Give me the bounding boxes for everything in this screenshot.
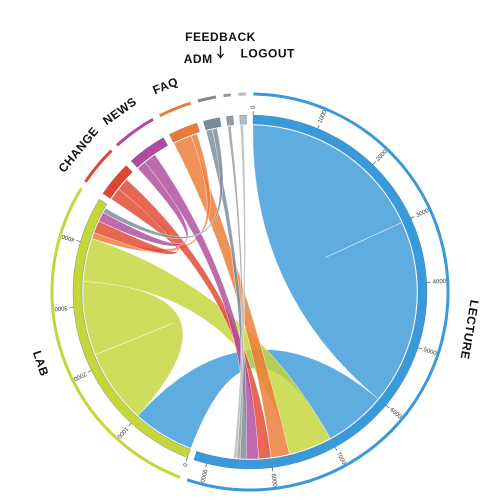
tick-mark (272, 467, 274, 472)
tick-mark (185, 457, 188, 462)
segment-outer-arc (223, 93, 232, 98)
tick-mark (372, 161, 376, 165)
segment-arc (193, 114, 428, 470)
chord-ribbon (233, 124, 246, 459)
tick-label: 2000 (72, 370, 87, 382)
tick-label: 0 (251, 105, 257, 109)
segment-label: ADM (184, 52, 213, 66)
segment-arc (203, 117, 222, 131)
segment-label: LAB (30, 349, 52, 378)
tick-label: 9000 (198, 469, 207, 484)
segment-outer-arc (197, 95, 217, 103)
segment-arc (130, 137, 168, 168)
segment-label: FAQ (151, 74, 181, 97)
segment-label: LECTURE (458, 299, 482, 361)
tick-mark (205, 463, 207, 468)
tick-mark (317, 124, 320, 129)
chord-ribbon (82, 281, 184, 417)
segment-label: FEEDBACK (185, 30, 256, 44)
segment-label: LOGOUT (241, 46, 295, 60)
tick-label: 3000 (415, 208, 430, 219)
tick-label: 4000 (60, 232, 75, 242)
feedback-arrow (216, 45, 225, 59)
tick-mark (334, 447, 338, 451)
segment-arc (239, 114, 247, 125)
segment-outer-arc (84, 149, 113, 183)
tick-label: 7000 (335, 451, 347, 466)
chord-ribbon (227, 125, 244, 459)
chord-ribbon (118, 179, 272, 459)
tick-label: 8000 (270, 473, 278, 488)
tick-mark (87, 370, 92, 373)
segment-arc (72, 199, 191, 458)
tick-label: 5000 (423, 347, 438, 357)
chord-ribbon (144, 154, 259, 460)
tick-mark (76, 240, 81, 242)
tick-label: 0 (181, 462, 188, 468)
segment-label: NEWS (100, 94, 139, 128)
segment-outer-arc (115, 118, 154, 147)
segment-arc (226, 115, 234, 126)
tick-label: 1000 (318, 109, 329, 124)
tick-mark (385, 405, 390, 409)
segment-arc (102, 165, 133, 199)
links (82, 124, 418, 460)
tick-mark (410, 216, 415, 219)
segment-outer-arc (50, 187, 181, 479)
tick-mark (417, 347, 422, 350)
chord-ribbon (252, 124, 418, 400)
chord-ribbon (83, 238, 331, 455)
segment-arc (169, 122, 200, 143)
ideogram-ring (50, 92, 450, 492)
segment-outer-arc (186, 92, 450, 492)
tick-mark (128, 422, 132, 427)
tick-label: 3000 (53, 304, 67, 311)
segment-outer-arc (159, 101, 192, 118)
tick-label: 4000 (433, 279, 447, 286)
